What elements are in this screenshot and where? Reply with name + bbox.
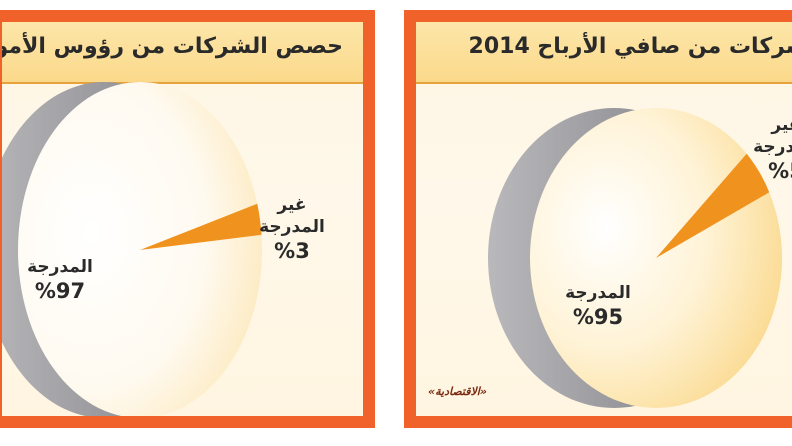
pie-chart-profits [488,108,782,408]
title-bar: الشركات من صافي الأرباح 2014 [416,22,792,84]
panel-inner: حصص الشركات من رؤوس الأموال في المدرجة %… [2,22,363,416]
chart-title: الشركات من صافي الأرباح 2014 [468,34,792,59]
panel-inner: الشركات من صافي الأرباح 2014 المدرجة %95… [416,22,792,416]
source-credit: «الاقتصادية» [428,385,487,398]
slice-value: %95 [572,305,624,329]
chart-title: حصص الشركات من رؤوس الأموال في [2,34,343,59]
slice-value: %3 [274,239,310,263]
slice-name: المدرجة [27,257,93,277]
pie-chart-capital [2,82,262,416]
chart-panel-profits: الشركات من صافي الأرباح 2014 المدرجة %95… [404,10,792,428]
slice-name: المدرجة [565,283,631,303]
pie-slice-minor [656,153,770,258]
chart-panel-capital: حصص الشركات من رؤوس الأموال في المدرجة %… [0,10,375,428]
slice-label-unlisted: غير المدرجة %3 [252,194,332,264]
pie-slice-major [18,82,262,416]
slice-name: غير المدرجة [753,115,792,157]
pie-slice-minor [140,203,262,250]
slice-name: غير المدرجة [259,195,325,237]
slice-label-listed: المدرجة %95 [548,282,648,330]
slice-value: %97 [34,279,86,303]
slice-value: %5 [768,159,792,183]
slice-label-unlisted: غير المدرجة %5 [746,114,792,184]
title-bar: حصص الشركات من رؤوس الأموال في [2,22,363,84]
slice-label-listed: المدرجة %97 [10,256,110,304]
